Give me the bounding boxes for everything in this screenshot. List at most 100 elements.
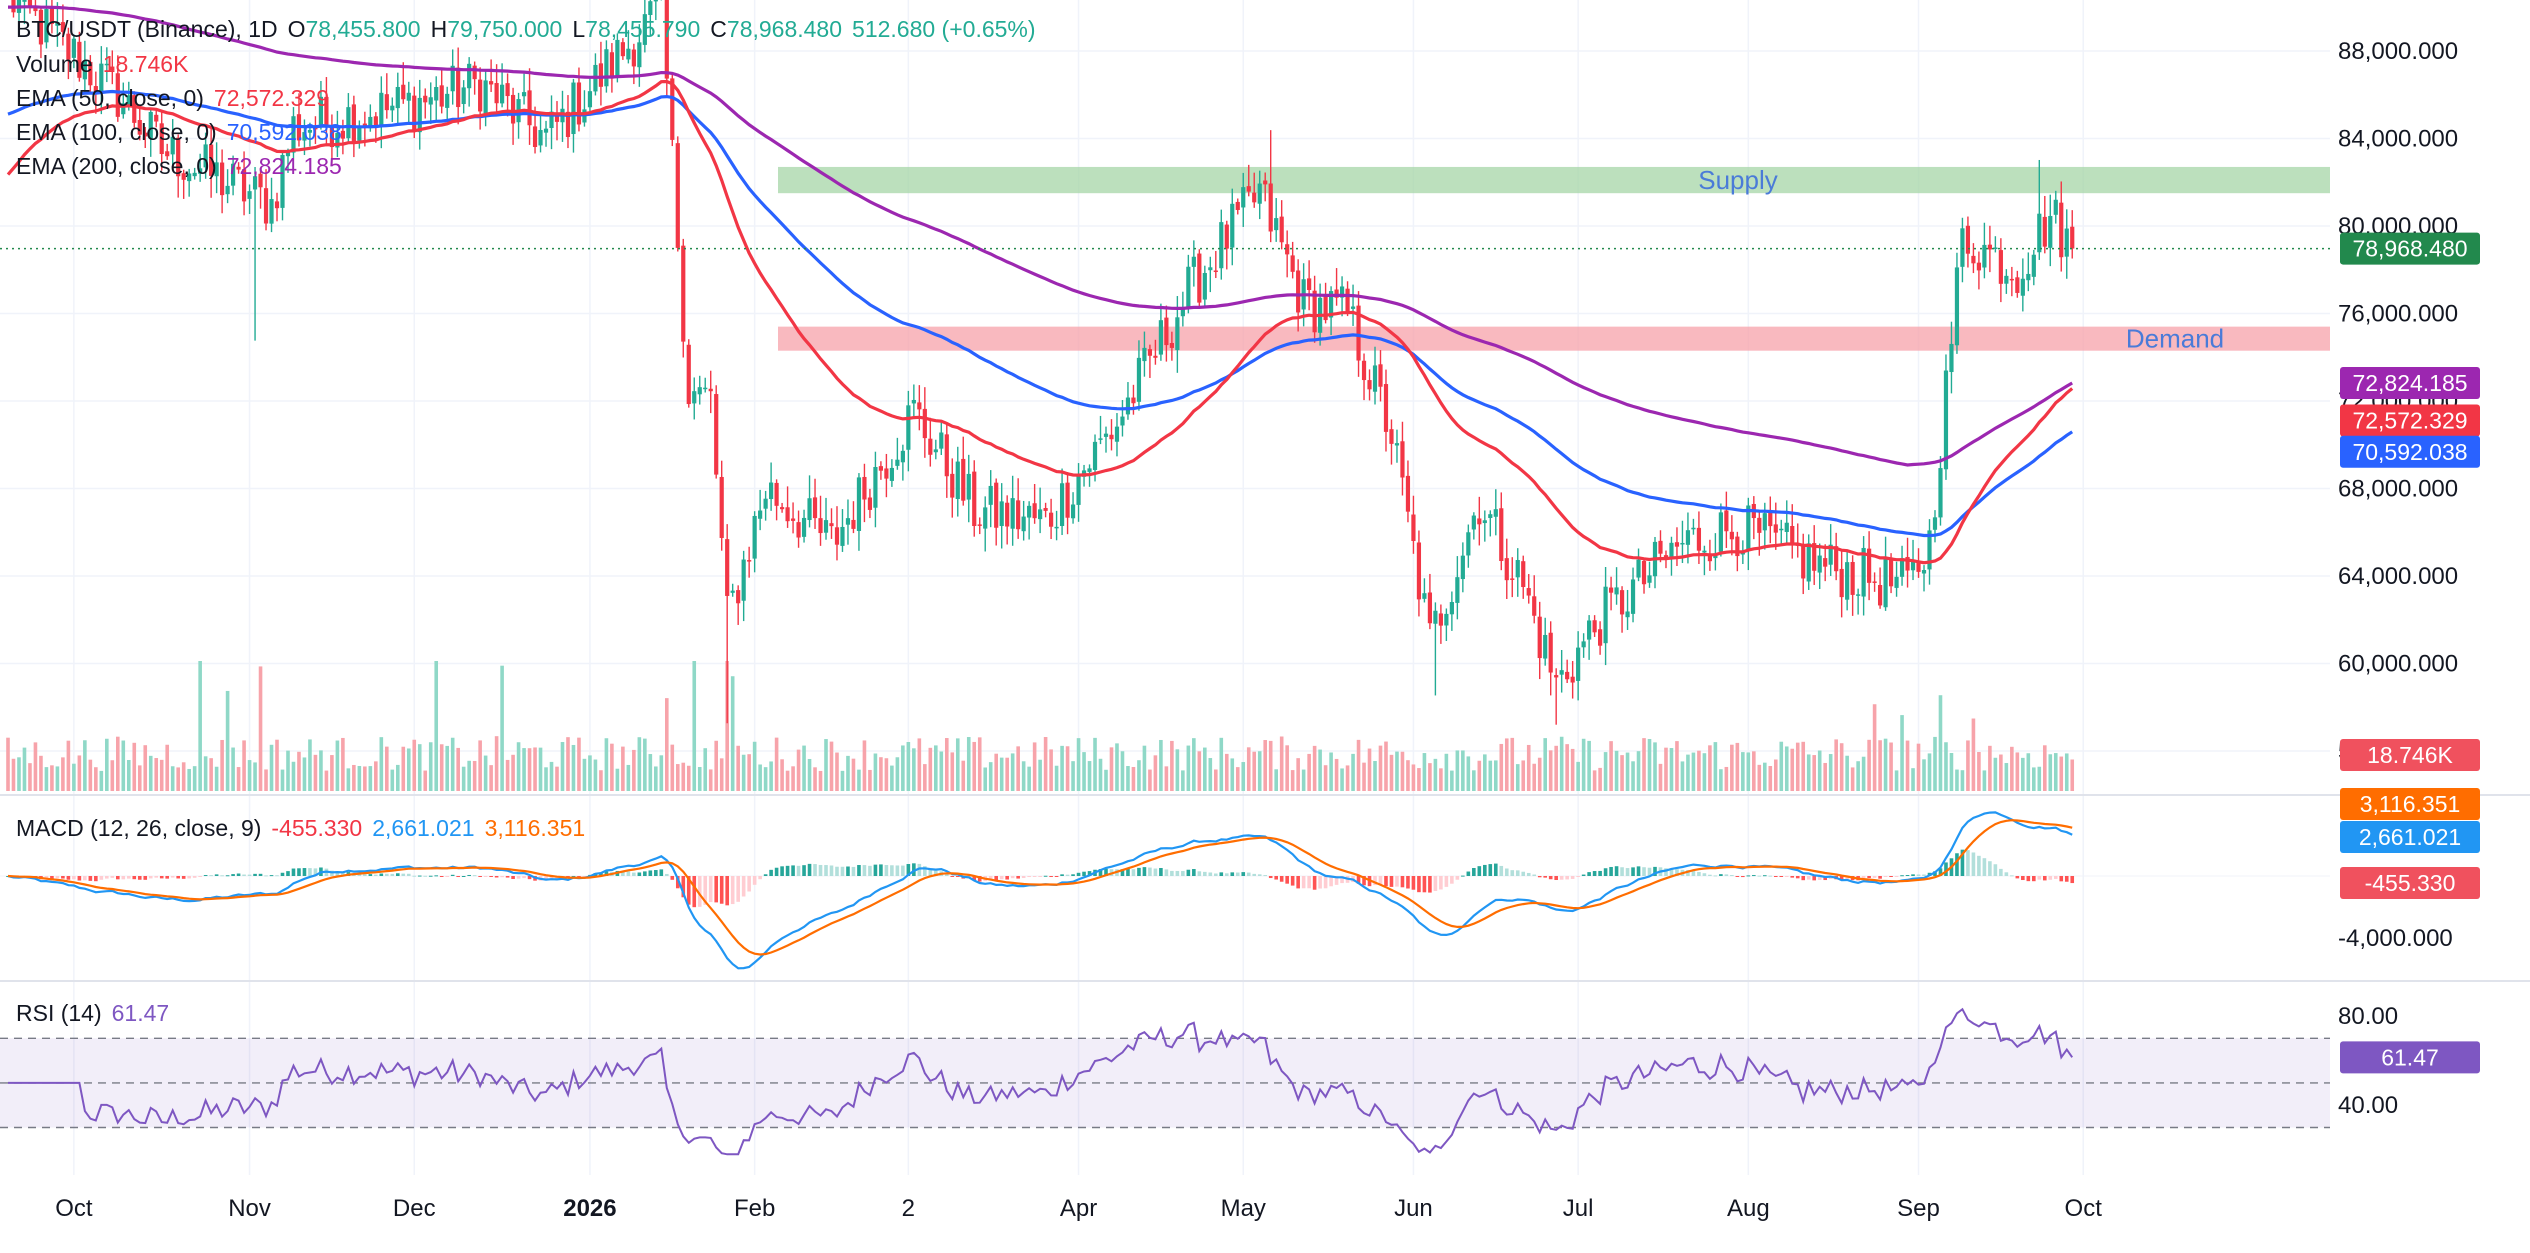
macd-histogram-bar [1027,876,1031,878]
macd-axis-tick-label: -4,000.000 [2338,925,2453,952]
rsi-badge-bg [2340,1041,2480,1074]
volume-bar [615,768,620,791]
macd-histogram-bar [829,865,834,876]
volume-bar [286,750,290,791]
macd-histogram-bar [977,876,982,882]
volume-bar [1065,746,1070,791]
volume-legend[interactable]: Volume 18.746K [16,51,198,78]
macd-histogram-bar [807,863,812,876]
volume-bar [417,744,422,791]
volume-bar [1532,763,1537,791]
macd-histogram-bar [1576,876,1580,877]
volume-bar [928,747,933,791]
volume-bar [906,742,911,791]
macd-legend[interactable]: MACD (12, 26, close, 9) -455.330 2,661.021… [16,815,595,842]
candle-body [1356,305,1361,361]
candle-body [1005,502,1010,527]
volume-bar [165,744,170,791]
rsi-legend[interactable]: RSI (14) 61.47 [16,1000,179,1027]
macd-histogram-bar [1598,870,1602,876]
volume-bar [807,758,812,791]
candle-body [121,103,126,115]
volume-bar [1592,770,1597,791]
rsi-pane[interactable] [0,1007,2330,1156]
time-axis-tick-label: 2026 [563,1195,616,1222]
candle-body [203,144,208,168]
candle-body [1416,542,1422,600]
macd-histogram-bar [225,875,230,877]
macd-histogram-bar [242,874,246,876]
ema50-value: 72,572.329 [213,85,330,111]
candle-body [280,154,285,208]
volume-bar [478,740,482,791]
candle-body [2009,278,2014,281]
candle-body [873,467,878,508]
candle-body [977,524,982,526]
candle-body [736,590,741,604]
volume-bar [154,758,159,791]
time-axis-tick-label: Dec [393,1195,436,1222]
candle-body [543,128,549,133]
volume-bar [1219,737,1224,791]
macd-histogram-bar [1900,875,1904,877]
candle-body [1954,267,1960,346]
candle-body [576,82,582,125]
volume-bar [1636,751,1641,791]
volume-bar [319,750,323,791]
volume-bar [1411,764,1416,791]
macd-histogram-bar [423,875,428,877]
volume-bar [275,739,279,791]
macd-pane[interactable] [0,811,2330,970]
volume-badge: 18.746K [2367,742,2453,768]
price-axis[interactable]: 88,000.00084,000.00080,000.00076,000.000… [2338,38,2458,1119]
macd-histogram-bar [1719,874,1723,876]
volume-bar [566,737,570,791]
candle-body [1285,244,1290,255]
volume-bar [681,762,686,791]
macd-line-value: 2,661.021 [372,815,475,841]
volume-bar [236,767,241,791]
candle-body [983,507,988,529]
pane-separators[interactable] [0,794,2530,982]
candle-body [263,188,269,224]
volume-bar [2037,766,2042,791]
macd-histogram-bar [335,871,340,876]
macd-histogram-bar [1153,868,1158,876]
macd-histogram-bar [280,872,285,876]
ema50-legend[interactable]: EMA (50, close, 0) 72,572.329 [16,85,339,112]
candle-body [2037,213,2042,253]
price-axis-tick-label: 88,000.000 [2338,38,2458,65]
macd-histogram-bar [1384,876,1388,887]
ema200-legend[interactable]: EMA (200, close, 0) 72,824.185 [16,153,352,180]
volume-bar [1181,770,1185,791]
candle-body [1680,542,1685,545]
macd-signal-badge-bg [2340,788,2480,820]
macd-histogram-bar [1559,876,1564,880]
volume-bar [1537,757,1542,791]
volume-bar [890,765,894,791]
ema200-value: 72,824.185 [226,153,342,179]
macd-histogram-bar [1537,876,1542,878]
candle-body [1702,550,1707,553]
macd-histogram-bar [50,876,54,879]
volume-bar [1795,742,1800,791]
macd-histogram-bar [110,876,115,878]
volume-bar [1977,751,1981,791]
candle-body [1669,542,1674,559]
macd-histogram-bar [286,871,290,876]
macd-histogram-bar [1461,875,1465,877]
macd-histogram-bar [1032,876,1037,877]
macd-histogram-bar [1966,850,1970,876]
time-axis[interactable]: Oct Nov Dec 2026 Feb 2 Apr May Jun Jul Aug Sep Oct [55,1195,2102,1222]
volume-bar [253,762,257,791]
symbol-title[interactable]: BTC/USDT (Binance), 1D [16,16,278,42]
candle-body [269,199,274,224]
macd-histogram-bar [1757,875,1762,877]
candle-body [351,104,356,144]
volume-bar [802,745,806,791]
macd-histogram-bar [1691,870,1696,876]
volume-bar [846,755,850,791]
macd-histogram-bar [434,875,439,877]
ema100-legend[interactable]: EMA (100, close, 0) 70,592.038 [16,119,352,146]
